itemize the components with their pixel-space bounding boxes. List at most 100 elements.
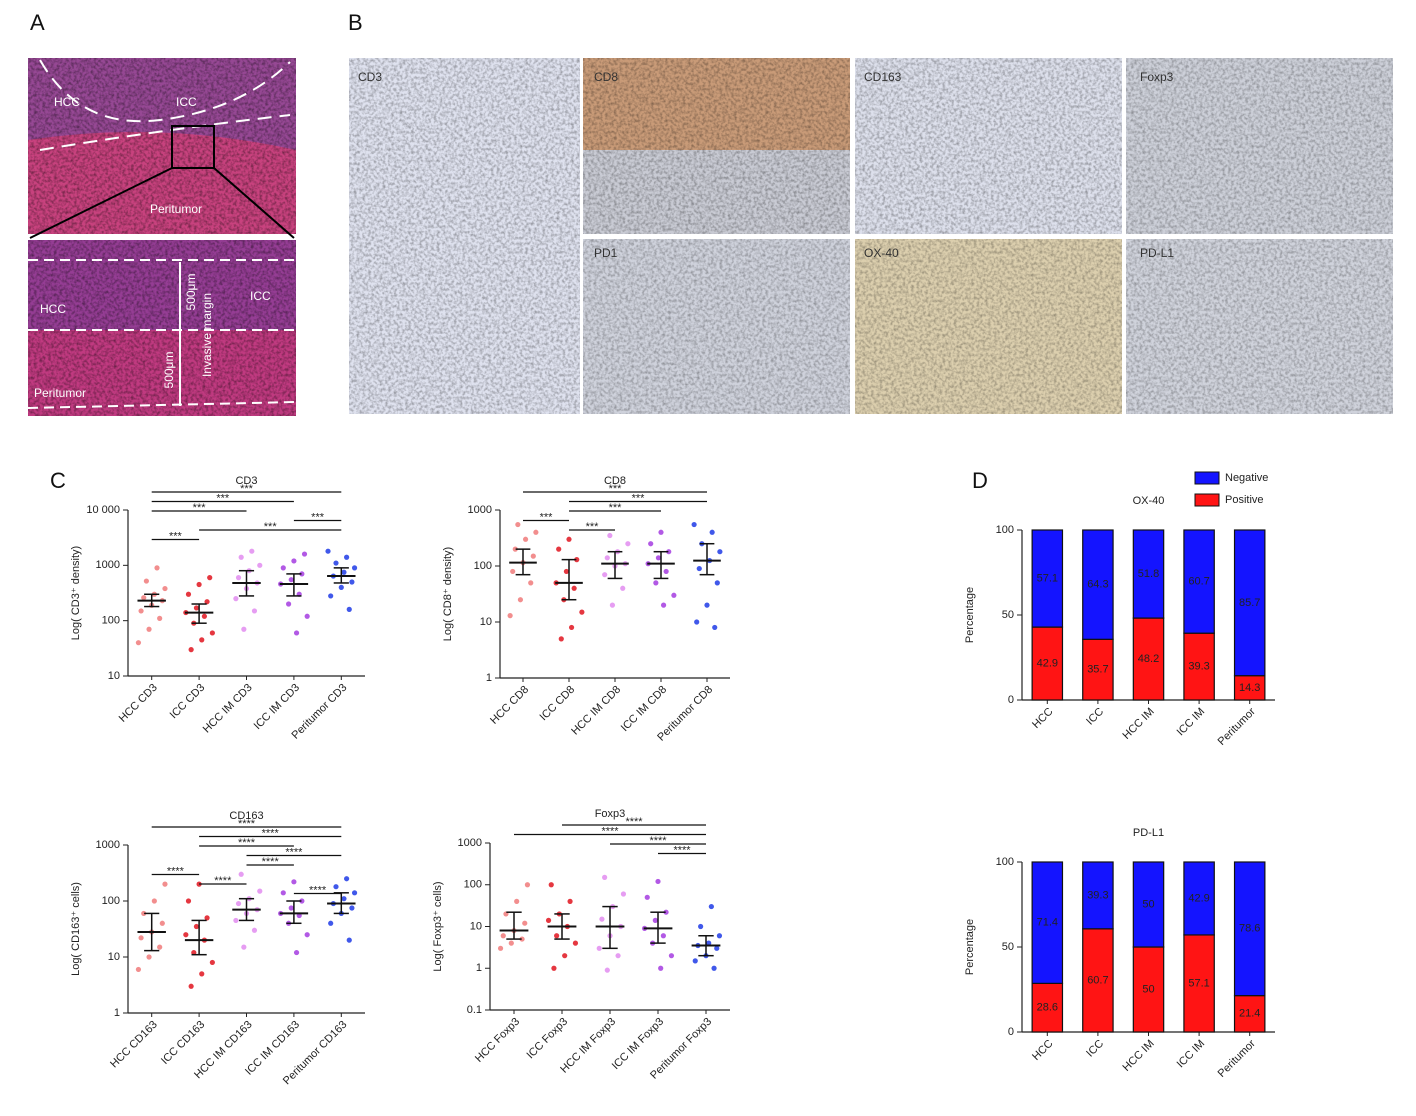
data-point	[596, 945, 602, 951]
stain-label: Foxp3	[1140, 70, 1174, 84]
y-tick-label: 0	[1008, 694, 1014, 706]
bar-segment	[1183, 632, 1215, 701]
bar-segment	[1183, 934, 1215, 1033]
data-point	[188, 983, 194, 989]
y-tick-label: 0.1	[467, 1004, 482, 1016]
stain-label: CD3	[358, 70, 382, 84]
data-point	[558, 636, 564, 642]
value-label: 51.8	[1138, 568, 1159, 580]
value-label: 50	[1142, 983, 1154, 995]
value-label: 50	[1142, 898, 1154, 910]
value-label: 39.3	[1188, 661, 1209, 673]
x-tick-label: ICC IM	[1175, 1038, 1208, 1071]
value-label: 42.9	[1188, 892, 1209, 904]
significance-label: ****	[649, 835, 667, 847]
data-point	[508, 940, 514, 946]
y-tick-label: 100	[102, 615, 120, 627]
data-point	[568, 624, 575, 631]
y-tick-label: 10	[108, 951, 120, 963]
data-point	[154, 565, 160, 571]
value-label: 21.4	[1239, 1008, 1260, 1020]
value-label: 85.7	[1239, 597, 1260, 609]
data-point	[325, 548, 331, 554]
y-tick-label: 10	[470, 920, 482, 932]
data-point	[138, 935, 144, 941]
y-tick-label: 10	[108, 670, 120, 682]
x-tick-label: ICC Foxp3	[525, 1016, 571, 1062]
data-point	[257, 562, 263, 568]
data-point	[351, 565, 358, 571]
stain-label: PD-L1	[1140, 246, 1174, 260]
x-tick-label: HCC	[1030, 1038, 1055, 1063]
image-label: Peritumor	[34, 386, 86, 400]
data-point	[706, 940, 712, 946]
data-point	[599, 916, 605, 922]
data-point	[204, 599, 210, 605]
data-point	[233, 596, 239, 602]
data-point	[304, 932, 310, 938]
significance-label: ****	[167, 865, 185, 877]
image-label: 500μm	[162, 352, 176, 389]
x-tick-label: HCC IM CD3	[201, 682, 255, 736]
y-tick-label: 100	[464, 879, 482, 891]
data-point	[238, 871, 244, 877]
data-point	[185, 898, 192, 904]
x-tick-label: Peritumor	[1216, 705, 1258, 747]
data-point	[251, 927, 258, 933]
data-point	[188, 646, 194, 653]
data-point	[663, 568, 669, 575]
data-point	[714, 945, 720, 951]
data-point	[280, 890, 286, 896]
data-point	[146, 954, 152, 960]
data-point	[304, 613, 310, 619]
data-point	[233, 917, 239, 924]
he-image-top	[28, 58, 296, 239]
x-tick-label: ICC IM CD3	[252, 682, 302, 732]
data-point	[711, 965, 717, 971]
data-point	[238, 554, 244, 560]
image-label: ICC	[250, 289, 271, 303]
data-point	[299, 898, 305, 904]
significance-label: ****	[262, 856, 280, 868]
data-point	[193, 923, 200, 930]
bar-segment	[1082, 861, 1114, 930]
value-label: 42.9	[1037, 657, 1058, 669]
data-point	[522, 536, 529, 542]
x-tick-label: ICC IM	[1175, 706, 1208, 739]
data-point	[288, 905, 294, 911]
bar-segment	[1183, 529, 1215, 634]
data-point	[652, 917, 658, 923]
data-point	[299, 571, 305, 577]
significance-label: ***	[169, 530, 183, 542]
data-point	[199, 637, 205, 643]
significance-label: ****	[625, 816, 643, 828]
data-point	[146, 626, 152, 632]
data-point	[235, 900, 242, 907]
bar-segment	[1082, 529, 1114, 640]
data-point	[141, 595, 147, 601]
significance-label: ****	[262, 827, 280, 839]
stain-label: OX-40	[864, 246, 899, 260]
data-point	[293, 949, 300, 956]
y-tick-label: 1	[114, 1007, 120, 1019]
data-point	[602, 572, 608, 578]
data-point	[714, 580, 720, 586]
y-tick-label: 1	[476, 962, 482, 974]
chart-title: Foxp3	[595, 808, 626, 820]
data-point	[135, 640, 142, 646]
data-point	[183, 932, 189, 938]
data-point	[692, 958, 698, 964]
x-tick-label: Peritumor	[1216, 1037, 1258, 1079]
data-point	[235, 575, 242, 581]
data-point	[346, 606, 352, 612]
data-point	[556, 546, 562, 552]
chart-title: CD3	[235, 475, 257, 487]
x-tick-label: ICC CD3	[168, 682, 208, 722]
y-tick-label: 100	[996, 856, 1014, 868]
data-point	[241, 944, 247, 950]
data-point	[644, 894, 650, 900]
data-point	[157, 615, 163, 621]
data-point	[696, 565, 702, 572]
y-axis-label: Percentage	[964, 919, 976, 975]
data-point	[545, 917, 552, 923]
